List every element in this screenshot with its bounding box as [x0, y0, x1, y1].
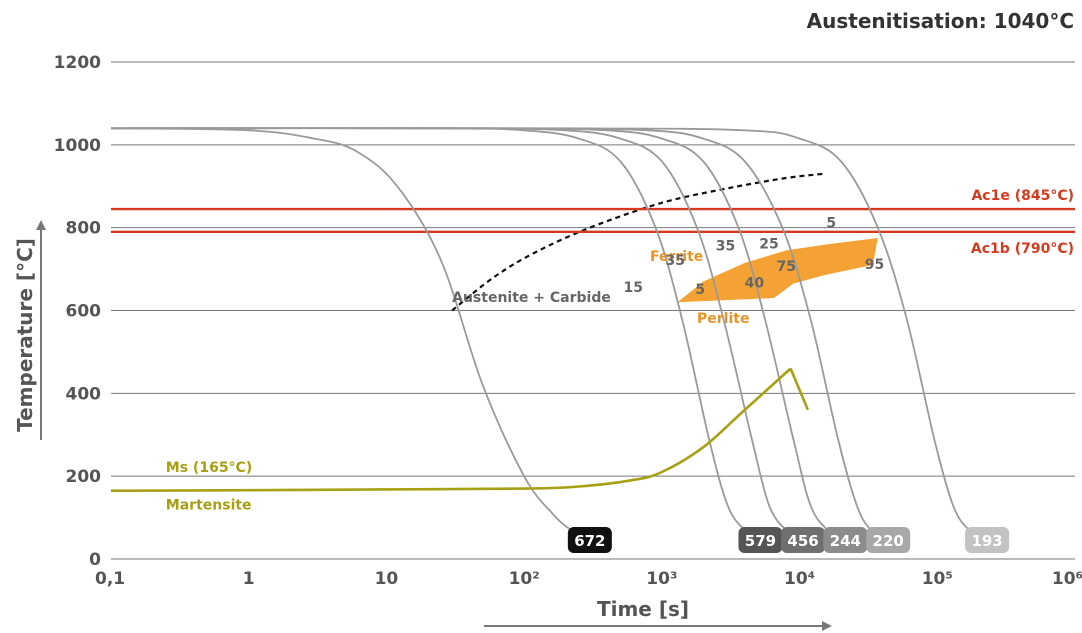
percent-label: 5	[826, 216, 836, 232]
cooling-curve	[110, 127, 988, 540]
martensite-start-tail	[789, 367, 810, 411]
percent-label: 5	[695, 282, 705, 298]
hardness-badge	[965, 527, 1010, 553]
x-tick-label: 10⁴	[784, 569, 815, 589]
martensite-label: Martensite	[166, 497, 252, 513]
cooling-curve	[110, 127, 889, 540]
hardness-value: 579	[745, 532, 776, 550]
ms-label: Ms (165°C)	[166, 460, 252, 476]
hardness-value: 220	[873, 532, 904, 550]
x-tick-label: 10⁵	[922, 569, 953, 589]
y-tick-label: 1000	[54, 136, 101, 156]
hardness-badge	[738, 527, 783, 553]
hardness-badge	[866, 527, 911, 553]
y-tick-label: 600	[66, 302, 102, 322]
cooling-curve	[110, 127, 591, 540]
hardness-value: 456	[787, 532, 818, 550]
y-tick-label: 400	[66, 384, 102, 404]
cooling-curve	[110, 127, 846, 540]
grid	[111, 61, 1075, 560]
y-tick-label: 800	[66, 219, 102, 239]
reference-lines: Ac1e (845°C) Ac1b (790°C)	[111, 188, 1075, 257]
martensite-start-line	[110, 367, 792, 492]
y-tick-label: 200	[66, 467, 102, 487]
percent-label: 35	[716, 238, 735, 254]
cooling-curve	[110, 127, 804, 540]
hardness-value: 193	[971, 532, 1002, 550]
percent-label: 40	[745, 276, 765, 292]
reference-line-label: Ac1e (845°C)	[971, 188, 1074, 204]
hardness-value: 672	[574, 532, 605, 550]
percent-label: 75	[776, 259, 795, 275]
percent-label: 35	[665, 253, 684, 269]
x-axis-title: Time [s]	[597, 597, 689, 621]
y-axis-title: Temperature [°C]	[13, 238, 37, 432]
phase-label: Austenite + Carbide	[452, 290, 611, 306]
y-tick-label: 0	[89, 550, 101, 570]
x-axis-ticks: 0,1 1 10 10² 10³ 10⁴ 10⁵ 10⁶	[95, 569, 1082, 589]
cooling-curve	[110, 127, 761, 540]
x-tick-label: 10³	[646, 569, 677, 589]
percent-label: 95	[865, 257, 884, 273]
reference-line-label: Ac1b (790°C)	[971, 241, 1074, 257]
phase-labels: Austenite + Carbide Ferrite Perlite 15 35 5 35…	[166, 216, 884, 514]
x-tick-label: 1	[243, 569, 255, 589]
phase-label: Ferrite	[650, 249, 703, 265]
x-tick-label: 10⁶	[1052, 569, 1082, 589]
y-tick-label: 1200	[54, 53, 101, 73]
percent-label: 25	[759, 236, 778, 252]
ferrite-perlite-region	[677, 238, 878, 303]
percent-label: 15	[624, 280, 643, 296]
x-tick-label: 10²	[509, 569, 540, 589]
chart-title: Austenitisation: 1040°C	[807, 9, 1074, 33]
hardness-badge	[823, 527, 868, 553]
hardness-badges: 672 579 456 244 220 193	[567, 527, 1010, 553]
cooling-curves	[110, 127, 988, 540]
x-tick-label: 0,1	[95, 569, 125, 589]
hardness-badge	[567, 527, 612, 553]
hardness-value: 244	[830, 532, 861, 550]
hardness-badge	[781, 527, 826, 553]
y-axis-ticks: 0 200 400 600 800 1000 1200	[54, 53, 101, 570]
phase-label: Perlite	[697, 311, 749, 327]
x-tick-label: 10	[375, 569, 399, 589]
